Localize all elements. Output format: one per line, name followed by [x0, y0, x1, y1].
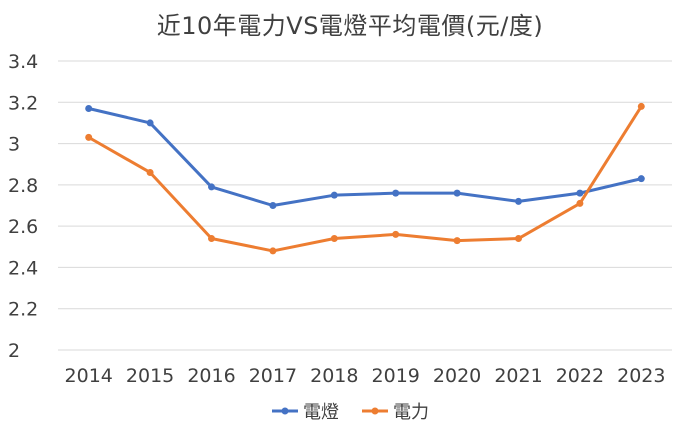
data-point: [269, 202, 277, 209]
data-point: [576, 189, 584, 197]
y-tick-label: 3: [8, 134, 20, 156]
legend-dot-marker: [371, 407, 379, 415]
y-axis-ticks: 2 2.2 2.4 2.6 2.8 3 3.2 3.4: [8, 51, 38, 362]
data-point: [330, 191, 338, 199]
x-tick-label: 2021: [494, 365, 542, 387]
data-point: [637, 175, 645, 183]
data-point: [146, 168, 154, 176]
y-tick-label: 2.4: [8, 257, 38, 279]
data-point: [208, 183, 215, 191]
data-point: [392, 189, 400, 197]
x-tick-label: 2023: [617, 365, 665, 387]
legend-dot-marker: [281, 407, 289, 415]
x-axis-ticks: 2014 2015 2016 2017 2018 2019 2020 2021 2022 2023: [65, 365, 666, 387]
series-line: [87, 106, 643, 207]
data-point: [637, 102, 645, 110]
x-tick-label: 2015: [126, 365, 174, 387]
data-point: [515, 235, 522, 243]
legend: 電燈 電力: [272, 402, 429, 423]
data-point: [515, 197, 522, 205]
series-lines: [85, 102, 645, 255]
data-point: [576, 199, 584, 207]
y-tick-label: 2.6: [8, 216, 38, 238]
x-tick-label: 2017: [249, 365, 297, 387]
series-line: [87, 104, 643, 253]
series-lighting: [85, 104, 645, 209]
data-point: [453, 189, 461, 197]
data-point: [392, 230, 400, 238]
x-tick-label: 2018: [310, 365, 358, 387]
x-tick-label: 2019: [372, 365, 420, 387]
data-point: [146, 119, 154, 127]
x-tick-label: 2020: [433, 365, 481, 387]
y-tick-label: 2.2: [8, 299, 38, 321]
legend-item: 電力: [362, 402, 429, 423]
data-point: [208, 235, 215, 243]
legend-label: 電力: [393, 402, 429, 423]
data-point: [330, 235, 338, 243]
legend-item: 電燈: [272, 402, 339, 423]
data-point: [269, 247, 277, 255]
x-tick-label: 2014: [65, 365, 113, 387]
chart-title: 近10年電力VS電燈平均電價(元/度): [156, 12, 544, 40]
legend-label: 電燈: [303, 402, 339, 423]
x-tick-label: 2016: [187, 365, 235, 387]
y-tick-label: 2.8: [8, 175, 38, 197]
x-tick-label: 2022: [556, 365, 604, 387]
gridlines: [58, 60, 672, 351]
y-tick-label: 2: [8, 340, 20, 362]
data-point: [453, 237, 461, 245]
series-power: [85, 102, 645, 255]
y-tick-label: 3.2: [8, 92, 38, 114]
y-tick-label: 3.4: [8, 51, 38, 73]
data-point: [85, 104, 93, 112]
data-point: [85, 133, 93, 141]
